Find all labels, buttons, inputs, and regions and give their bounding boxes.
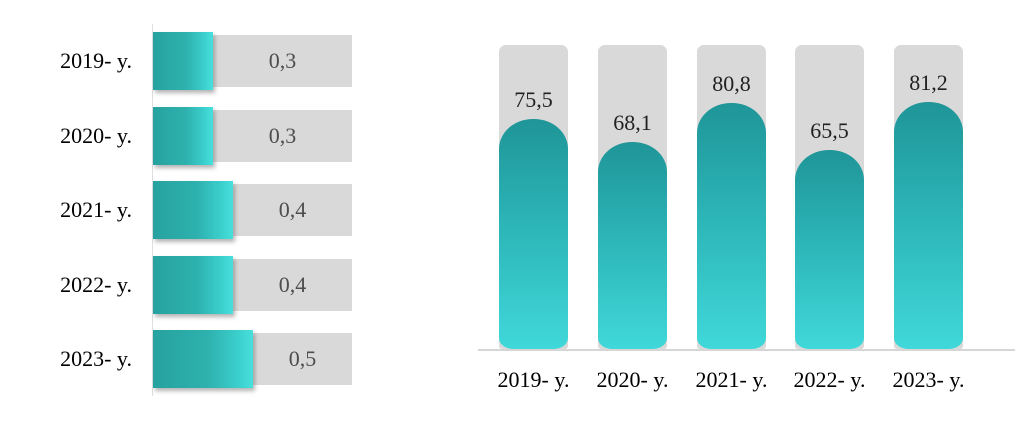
value-label: 68,1 bbox=[613, 110, 652, 135]
bar-fill bbox=[894, 102, 963, 349]
bar-fill bbox=[795, 150, 864, 349]
value-label: 81,2 bbox=[909, 70, 948, 95]
value-label: 0,3 bbox=[268, 48, 297, 73]
bar-fill bbox=[697, 103, 766, 349]
value-label: 0,3 bbox=[268, 123, 297, 148]
value-label: 80,8 bbox=[712, 71, 751, 96]
category-label: 2021- y. bbox=[695, 367, 768, 392]
category-label: 2022- y. bbox=[793, 367, 866, 392]
value-label: 0,4 bbox=[278, 272, 307, 297]
category-label: 2020- y. bbox=[596, 367, 669, 392]
bar-fill bbox=[153, 107, 213, 165]
bar-fill bbox=[598, 142, 667, 349]
value-label: 0,5 bbox=[288, 346, 317, 371]
x-axis-baseline bbox=[478, 349, 1015, 351]
category-label: 2023- y. bbox=[892, 367, 965, 392]
category-label: 2021- y. bbox=[60, 197, 132, 222]
category-label: 2019- y. bbox=[60, 48, 132, 73]
category-label: 2019- y. bbox=[497, 367, 570, 392]
bar-fill bbox=[499, 119, 568, 349]
bar-fill bbox=[153, 256, 233, 314]
y-axis-line bbox=[152, 24, 153, 396]
value-label: 75,5 bbox=[514, 87, 553, 112]
category-label: 2020- y. bbox=[60, 123, 132, 148]
value-label: 0,4 bbox=[278, 197, 307, 222]
bar-fill bbox=[153, 32, 213, 90]
bar-fill bbox=[153, 181, 233, 239]
value-label: 65,5 bbox=[810, 118, 849, 143]
category-label: 2022- y. bbox=[60, 272, 132, 297]
category-label: 2023- y. bbox=[60, 346, 132, 371]
bar-fill bbox=[153, 330, 253, 388]
